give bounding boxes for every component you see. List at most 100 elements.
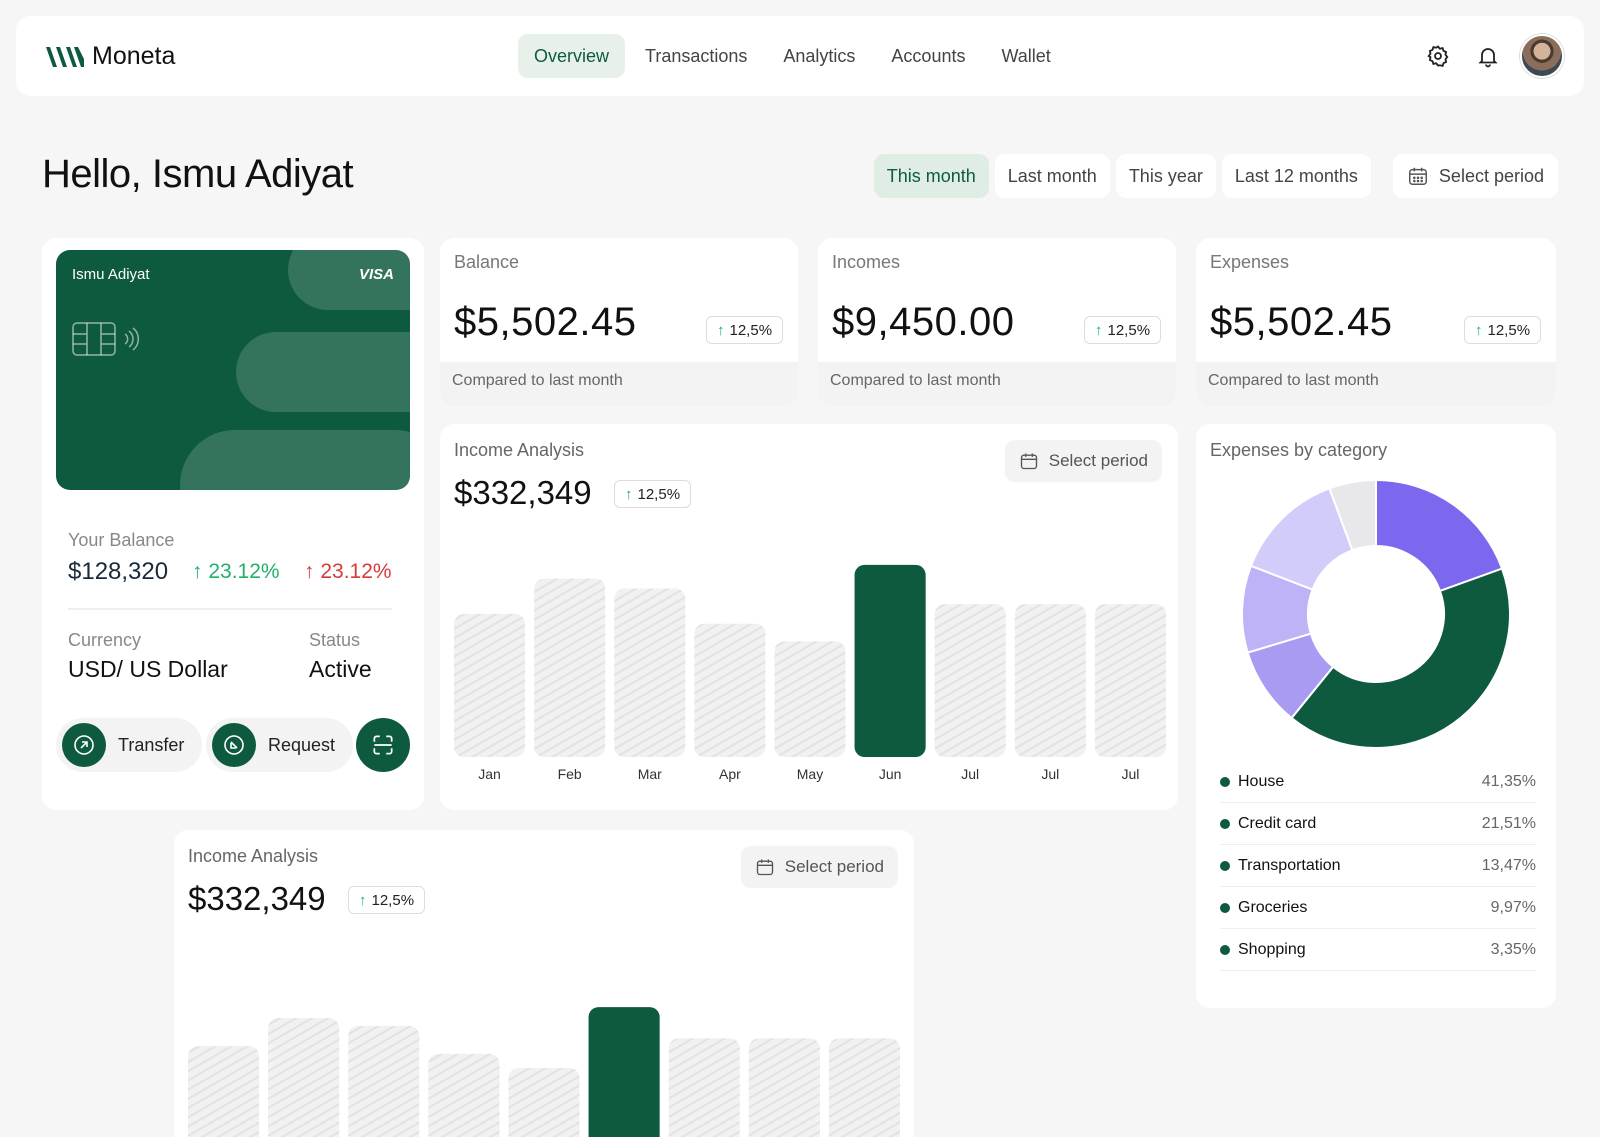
legend-item-shopping: Shopping 3,35% xyxy=(1220,929,1536,971)
expenses-category-panel: Expenses by category House 41,35% Credit … xyxy=(1196,424,1556,1008)
nav-wallet[interactable]: Wallet xyxy=(1001,46,1051,66)
calendar-icon xyxy=(1408,167,1427,185)
stat-value: $5,502.45 xyxy=(1210,300,1393,344)
legend-dot xyxy=(1220,902,1230,913)
calendar-icon xyxy=(756,859,773,876)
stat-label: Expenses xyxy=(1210,252,1290,272)
nav-overview[interactable]: Overview xyxy=(518,34,626,78)
change-value: 12,5% xyxy=(637,485,681,503)
card-holder-name: Ismu Adiyat xyxy=(72,266,150,283)
bar-apr[interactable] xyxy=(694,623,766,757)
your-balance-value: $128,320 xyxy=(68,558,169,585)
change-badge: ↑ 12,5% xyxy=(1084,316,1162,344)
transfer-button[interactable]: Transfer xyxy=(56,718,203,772)
x-tick-label: Jul xyxy=(1041,766,1059,782)
arrow-up-icon: ↑ xyxy=(359,891,367,909)
transfer-icon-circle xyxy=(62,723,106,767)
status-label: Status xyxy=(309,630,361,650)
notifications-button[interactable] xyxy=(1470,38,1506,74)
arrow-up-icon: ↑ xyxy=(717,321,725,339)
credit-card[interactable]: Ismu Adiyat VISA xyxy=(56,250,410,490)
card-decoration xyxy=(236,332,410,412)
bar-jun[interactable] xyxy=(854,564,926,757)
your-balance-label: Your Balance xyxy=(68,530,175,550)
main-menu: Overview Transactions Analytics Accounts… xyxy=(518,34,1067,78)
scan-icon xyxy=(373,735,393,755)
arrow-up-icon: ↑ xyxy=(625,485,633,503)
bar-6[interactable] xyxy=(668,1038,740,1137)
expenses-category-title: Expenses by category xyxy=(1210,440,1388,460)
tab-this-year[interactable]: This year xyxy=(1115,154,1216,198)
donut-slice-5[interactable] xyxy=(1328,478,1377,552)
card-decoration xyxy=(180,430,410,490)
balance-change-up-value: 23.12% xyxy=(208,560,280,583)
select-period-button[interactable]: Select period xyxy=(1004,440,1162,482)
bar-3[interactable] xyxy=(428,1053,500,1137)
balance-change-up: ↑ 23.12% xyxy=(192,560,280,584)
nav-analytics[interactable]: Analytics xyxy=(783,46,856,66)
bar-7[interactable] xyxy=(748,1038,820,1137)
bar-feb[interactable] xyxy=(534,578,606,757)
tab-last-month[interactable]: Last month xyxy=(994,154,1110,198)
legend-label: Shopping xyxy=(1238,940,1306,958)
change-value: 12,5% xyxy=(1487,321,1531,339)
change-badge: ↑ 12,5% xyxy=(706,316,784,344)
bar-2[interactable] xyxy=(348,1025,420,1137)
income-analysis-title: Income Analysis xyxy=(188,846,319,866)
bar-may[interactable] xyxy=(774,641,846,757)
donut-slice-1[interactable] xyxy=(1290,567,1511,749)
nav-actions xyxy=(1420,34,1564,78)
request-label: Request xyxy=(268,734,336,755)
stat-label: Incomes xyxy=(832,252,901,272)
select-period-label: Select period xyxy=(1438,166,1544,186)
x-tick-label: Feb xyxy=(558,766,582,782)
scan-button[interactable] xyxy=(356,718,410,772)
legend-item-transportation: Transportation 13,47% xyxy=(1220,845,1536,887)
legend-label: Credit card xyxy=(1238,814,1317,832)
arrow-down-left-icon xyxy=(224,735,244,755)
stat-footnote: Compared to last month xyxy=(1196,362,1556,406)
tab-this-month[interactable]: This month xyxy=(873,154,989,198)
bar-jul[interactable] xyxy=(934,604,1006,757)
avatar[interactable] xyxy=(1520,34,1564,78)
income-analysis-panel-secondary: Income Analysis $332,349 ↑ 12,5% Select p… xyxy=(174,830,914,1137)
bar-jul[interactable] xyxy=(1014,604,1086,757)
bar-5[interactable] xyxy=(588,1007,660,1137)
visa-logo: VISA xyxy=(358,266,394,283)
select-period-button[interactable]: Select period xyxy=(1392,154,1558,198)
tab-last-12-months[interactable]: Last 12 months xyxy=(1221,154,1371,198)
request-icon-circle xyxy=(212,723,256,767)
select-period-label: Select period xyxy=(784,857,884,876)
expenses-donut-chart xyxy=(1241,478,1511,749)
nav-accounts[interactable]: Accounts xyxy=(891,46,966,66)
arrow-up-icon: ↑ xyxy=(304,560,315,583)
bar-jan[interactable] xyxy=(454,613,526,757)
gear-icon xyxy=(1427,45,1449,67)
nav-transactions[interactable]: Transactions xyxy=(645,46,748,66)
bar-0[interactable] xyxy=(188,1046,260,1137)
app-name: Moneta xyxy=(92,42,176,70)
bar-jul[interactable] xyxy=(1094,604,1166,757)
app-logo[interactable]: Moneta xyxy=(44,42,175,71)
legend-dot xyxy=(1220,944,1230,955)
currency-value: USD/ US Dollar xyxy=(68,656,228,682)
bar-4[interactable] xyxy=(508,1067,580,1137)
arrow-up-icon: ↑ xyxy=(1095,321,1103,339)
change-badge: ↑ 12,5% xyxy=(614,480,692,508)
legend-dot xyxy=(1220,776,1230,787)
legend-label: Transportation xyxy=(1238,856,1341,874)
x-tick-label: Jun xyxy=(879,766,902,782)
select-period-button[interactable]: Select period xyxy=(740,846,898,888)
donut-slice-0[interactable] xyxy=(1375,478,1504,593)
bar-1[interactable] xyxy=(268,1018,340,1137)
settings-button[interactable] xyxy=(1420,38,1456,74)
x-tick-label: Jul xyxy=(961,766,979,782)
bar-8[interactable] xyxy=(828,1038,900,1137)
card-panel: Ismu Adiyat VISA Your Balance $128,320 ↑… xyxy=(42,238,424,810)
card-chip-icon xyxy=(72,322,140,356)
income-analysis-value: $332,349 xyxy=(188,880,326,917)
request-button[interactable]: Request xyxy=(206,718,354,772)
legend-label: House xyxy=(1238,772,1285,790)
stat-label: Balance xyxy=(454,252,520,272)
bar-mar[interactable] xyxy=(614,588,686,757)
